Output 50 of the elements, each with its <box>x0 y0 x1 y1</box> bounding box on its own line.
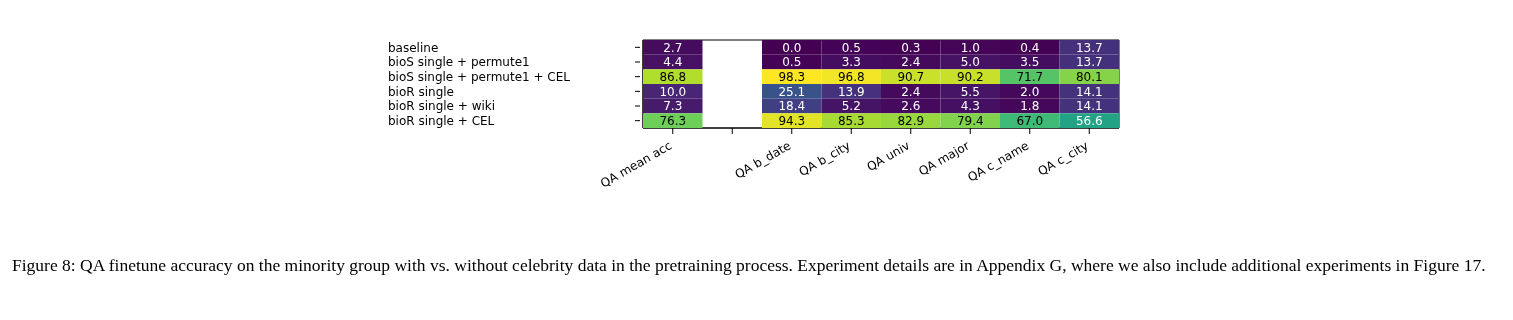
data-label: 96.8 <box>837 69 865 84</box>
data-label: 2.4 <box>901 84 921 99</box>
data-label: 67.0 <box>1016 113 1044 128</box>
data-label: 86.8 <box>659 69 687 84</box>
data-label: 0.5 <box>782 55 802 70</box>
y-tick-label: bioR single <box>388 84 454 99</box>
data-label: 0.5 <box>841 40 861 55</box>
caption: Figure 8: QA finetune accuracy on the minority group with vs. without celebrity data in the pretraining process. Experiment details are in Appendix G, where we also include additional experiments in Figure 17. <box>12 254 1487 277</box>
data-label: 4.4 <box>663 55 683 70</box>
data-label: 94.3 <box>778 113 806 128</box>
data-label: 10.0 <box>659 84 687 99</box>
data-label: 0.3 <box>901 40 921 55</box>
data-label: 2.4 <box>901 55 921 70</box>
x-tick-label: QA univ <box>864 138 913 175</box>
data-label: 18.4 <box>778 99 806 114</box>
data-label: 90.2 <box>956 69 984 84</box>
data-label: 1.0 <box>960 40 980 55</box>
data-label: 82.9 <box>897 113 925 128</box>
data-label: 76.3 <box>659 113 687 128</box>
data-label: 5.0 <box>960 55 980 70</box>
data-label: 79.4 <box>956 113 984 128</box>
data-label: 7.3 <box>663 99 683 114</box>
data-label: 1.8 <box>1020 99 1040 114</box>
y-tick-label: bioS single + permute1 <box>388 55 530 70</box>
data-label: 5.2 <box>841 99 861 114</box>
data-label: 13.7 <box>1075 55 1103 70</box>
data-label: 0.0 <box>782 40 802 55</box>
data-label: 2.7 <box>663 40 683 55</box>
y-tick-label: bioR single + CEL <box>388 113 495 128</box>
data-label: 2.6 <box>901 99 921 114</box>
data-label: 71.7 <box>1016 69 1044 84</box>
data-label: 0.4 <box>1020 40 1040 55</box>
y-tick-label: bioR single + wiki <box>388 99 496 114</box>
data-label: 13.9 <box>837 84 865 99</box>
data-label: 85.3 <box>837 113 865 128</box>
data-label: 5.5 <box>960 84 980 99</box>
data-label: 2.0 <box>1020 84 1040 99</box>
data-label: 25.1 <box>778 84 806 99</box>
data-label: 3.5 <box>1020 55 1040 70</box>
data-label: 80.1 <box>1075 69 1103 84</box>
data-label: 56.6 <box>1075 113 1103 128</box>
y-tick-label: bioS single + permute1 + CEL <box>388 69 571 84</box>
data-label: 13.7 <box>1075 40 1103 55</box>
data-label: 90.7 <box>897 69 925 84</box>
data-label: 98.3 <box>778 69 806 84</box>
data-label: 4.3 <box>960 99 980 114</box>
data-label: 14.1 <box>1075 99 1103 114</box>
data-label: 3.3 <box>841 55 861 70</box>
data-label: 14.1 <box>1075 84 1103 99</box>
y-tick-label: baseline <box>388 40 439 55</box>
